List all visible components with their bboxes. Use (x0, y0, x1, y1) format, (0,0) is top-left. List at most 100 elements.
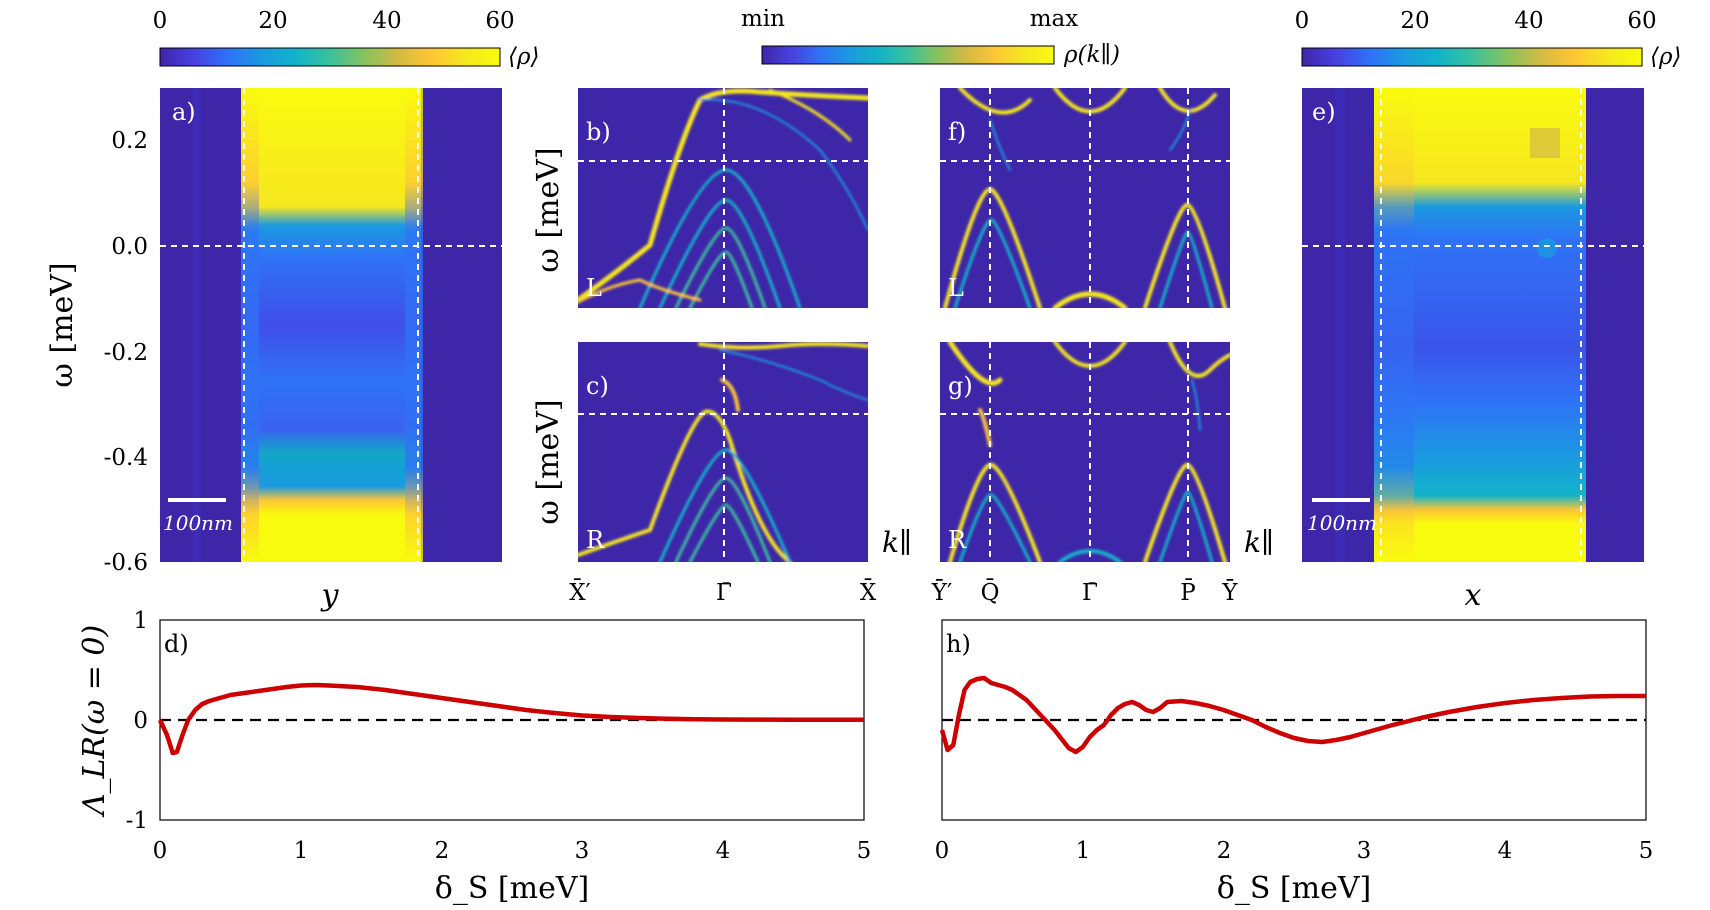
colorbar-right-gradient (1301, 47, 1643, 67)
panel-d-ytick-2: -1 (126, 808, 148, 834)
panel-f-band-4 (953, 218, 1032, 308)
panel-d-ytick-1: 0 (133, 708, 148, 734)
panel-a-edge-right (405, 88, 423, 562)
panel-h-xtick-5: 5 (1639, 838, 1654, 864)
panel-g-xtick-0: Ȳ′ (931, 580, 952, 606)
panel-g-xtick-1: Q̄ (981, 579, 1000, 606)
panel-c: c) R ω [meV] k∥ X̄′ Γ̄ X̄ (531, 342, 912, 606)
panel-g-band-6 (1158, 490, 1214, 562)
panel-d-ytick-0: 1 (133, 608, 148, 634)
colorbar-right-label: ⟨ρ⟩ (1650, 44, 1681, 70)
panel-g-background (940, 342, 1230, 562)
colorbar-middle-label: ρ(k∥) (1063, 42, 1120, 68)
panel-b-band-5 (699, 98, 868, 231)
panel-b-band-6 (578, 278, 702, 304)
colorbar-right: 0 20 40 60 ⟨ρ⟩ (1295, 8, 1682, 70)
colorbar-middle-gradient (761, 45, 1055, 65)
panel-f-band-2 (1158, 88, 1217, 113)
panel-b-ylabel: ω [meV] (531, 147, 566, 272)
panel-b-band-0 (578, 88, 868, 303)
panel-f-band-0 (958, 88, 1032, 115)
panel-c-band-5 (719, 349, 868, 401)
panel-a-ytick-2: -0.2 (104, 340, 148, 366)
panel-c-ylabel: ω [meV] (531, 399, 566, 524)
panel-b-label: b) (586, 118, 611, 146)
panel-g-xtick-4: Ȳ (1221, 580, 1238, 606)
panel-f-label: f) (948, 118, 966, 146)
panel-c-band-1 (658, 448, 792, 562)
panel-d-xtick-0: 0 (153, 838, 168, 864)
panel-f-band-3 (943, 187, 1042, 308)
panel-d-xtick-4: 4 (716, 838, 731, 864)
panel-a-junction (241, 88, 421, 562)
panel-g-band-9 (1191, 379, 1201, 431)
panel-b-band-3 (674, 226, 767, 308)
panel-a-ytick-4: -0.6 (104, 550, 148, 576)
panel-g-band-8 (978, 408, 992, 447)
panel-f-background (940, 88, 1230, 308)
panel-c-kpar: k∥ (882, 526, 912, 559)
panel-e-label: e) (1312, 98, 1336, 126)
panel-b-band-1 (638, 168, 802, 308)
panel-d-curve (157, 682, 865, 756)
panel-c-side: R (586, 526, 605, 554)
panel-b-side: L (586, 274, 602, 302)
panel-h-xlabel: δ_S [meV] (1217, 871, 1371, 906)
panel-e-xlabel: x (1465, 578, 1482, 613)
panel-a-ytick-3: -0.4 (104, 445, 148, 471)
panel-c-xtick-2: X̄ (860, 579, 877, 606)
colorbar-left-tick-1: 20 (258, 8, 287, 34)
panel-a-ylabel: ω [meV] (45, 262, 80, 387)
panel-g-xtick-2: Γ̄ (1082, 580, 1098, 606)
panel-a-ytick-0: 0.2 (111, 128, 148, 154)
panel-c-xtick-1: Γ̄ (716, 580, 732, 606)
colorbar-left-tick-0: 0 (153, 8, 168, 34)
panel-g: g) R k∥ Ȳ′ Q̄ Γ̄ P̄ Ȳ (931, 342, 1274, 606)
panel-c-band-2 (674, 476, 772, 562)
panel-d-xtick-2: 2 (435, 838, 450, 864)
panel-f-band-9 (1169, 109, 1191, 151)
colorbar-middle: min max ρ(k∥) (741, 6, 1120, 68)
panel-g-kpar: k∥ (1244, 526, 1274, 559)
panel-a-scalebar-label: 100nm (163, 511, 233, 535)
panel-f-band-5 (1143, 202, 1227, 308)
panel-g-band-0 (947, 342, 1003, 386)
panel-a-edge-left (241, 88, 259, 562)
panel-e-spot (1537, 238, 1557, 258)
panel-g-bands (947, 342, 1230, 562)
panel-d-xtick-5: 5 (857, 838, 872, 864)
panel-f-side: L (948, 274, 964, 302)
colorbar-left-tick-2: 40 (372, 8, 401, 34)
panel-f-band-7 (1052, 291, 1128, 308)
panel-c-xtick-0: X̄′ (569, 579, 591, 606)
colorbar-right-tick-0: 0 (1295, 8, 1310, 34)
panel-a-stripe (193, 88, 201, 562)
panel-b-band-4 (688, 250, 754, 308)
panel-h-xtick-2: 2 (1217, 838, 1232, 864)
panel-a-ytick-1: 0.0 (111, 234, 148, 260)
panel-b-bands (578, 88, 868, 308)
panel-c-band-6 (720, 378, 740, 412)
colorbar-left-gradient (159, 47, 501, 67)
panel-h-curve (939, 675, 1646, 755)
colorbar-left: 0 20 40 60 ⟨ρ⟩ (153, 8, 540, 70)
panel-h-xtick-4: 4 (1498, 838, 1513, 864)
panel-h-xtick-3: 3 (1357, 838, 1372, 864)
colorbar-middle-min: min (741, 6, 785, 32)
panel-f-band-8 (989, 119, 1011, 171)
panel-d: d) 1 0 -1 0 1 2 3 4 5 Λ_LR(ω = 0) δ_S [m… (77, 608, 871, 906)
panel-b-band-7 (768, 88, 852, 142)
panel-e: e) 100nm x (1302, 88, 1644, 613)
panel-c-band-0 (578, 409, 792, 562)
colorbar-right-tick-1: 20 (1400, 8, 1429, 34)
panel-a: a) 100nm 0.2 0.0 -0.2 -0.4 -0.6 ω [meV] … (45, 88, 502, 613)
panel-a-xlabel: y (320, 578, 340, 613)
panel-h-xtick-0: 0 (935, 838, 950, 864)
panel-g-band-2 (1168, 342, 1230, 378)
colorbar-middle-max: max (1030, 6, 1079, 32)
colorbar-right-tick-3: 60 (1627, 8, 1656, 34)
panel-h-label: h) (946, 630, 971, 658)
panel-g-band-3 (948, 462, 1042, 562)
panel-e-scalebar-label: 100nm (1307, 511, 1377, 535)
